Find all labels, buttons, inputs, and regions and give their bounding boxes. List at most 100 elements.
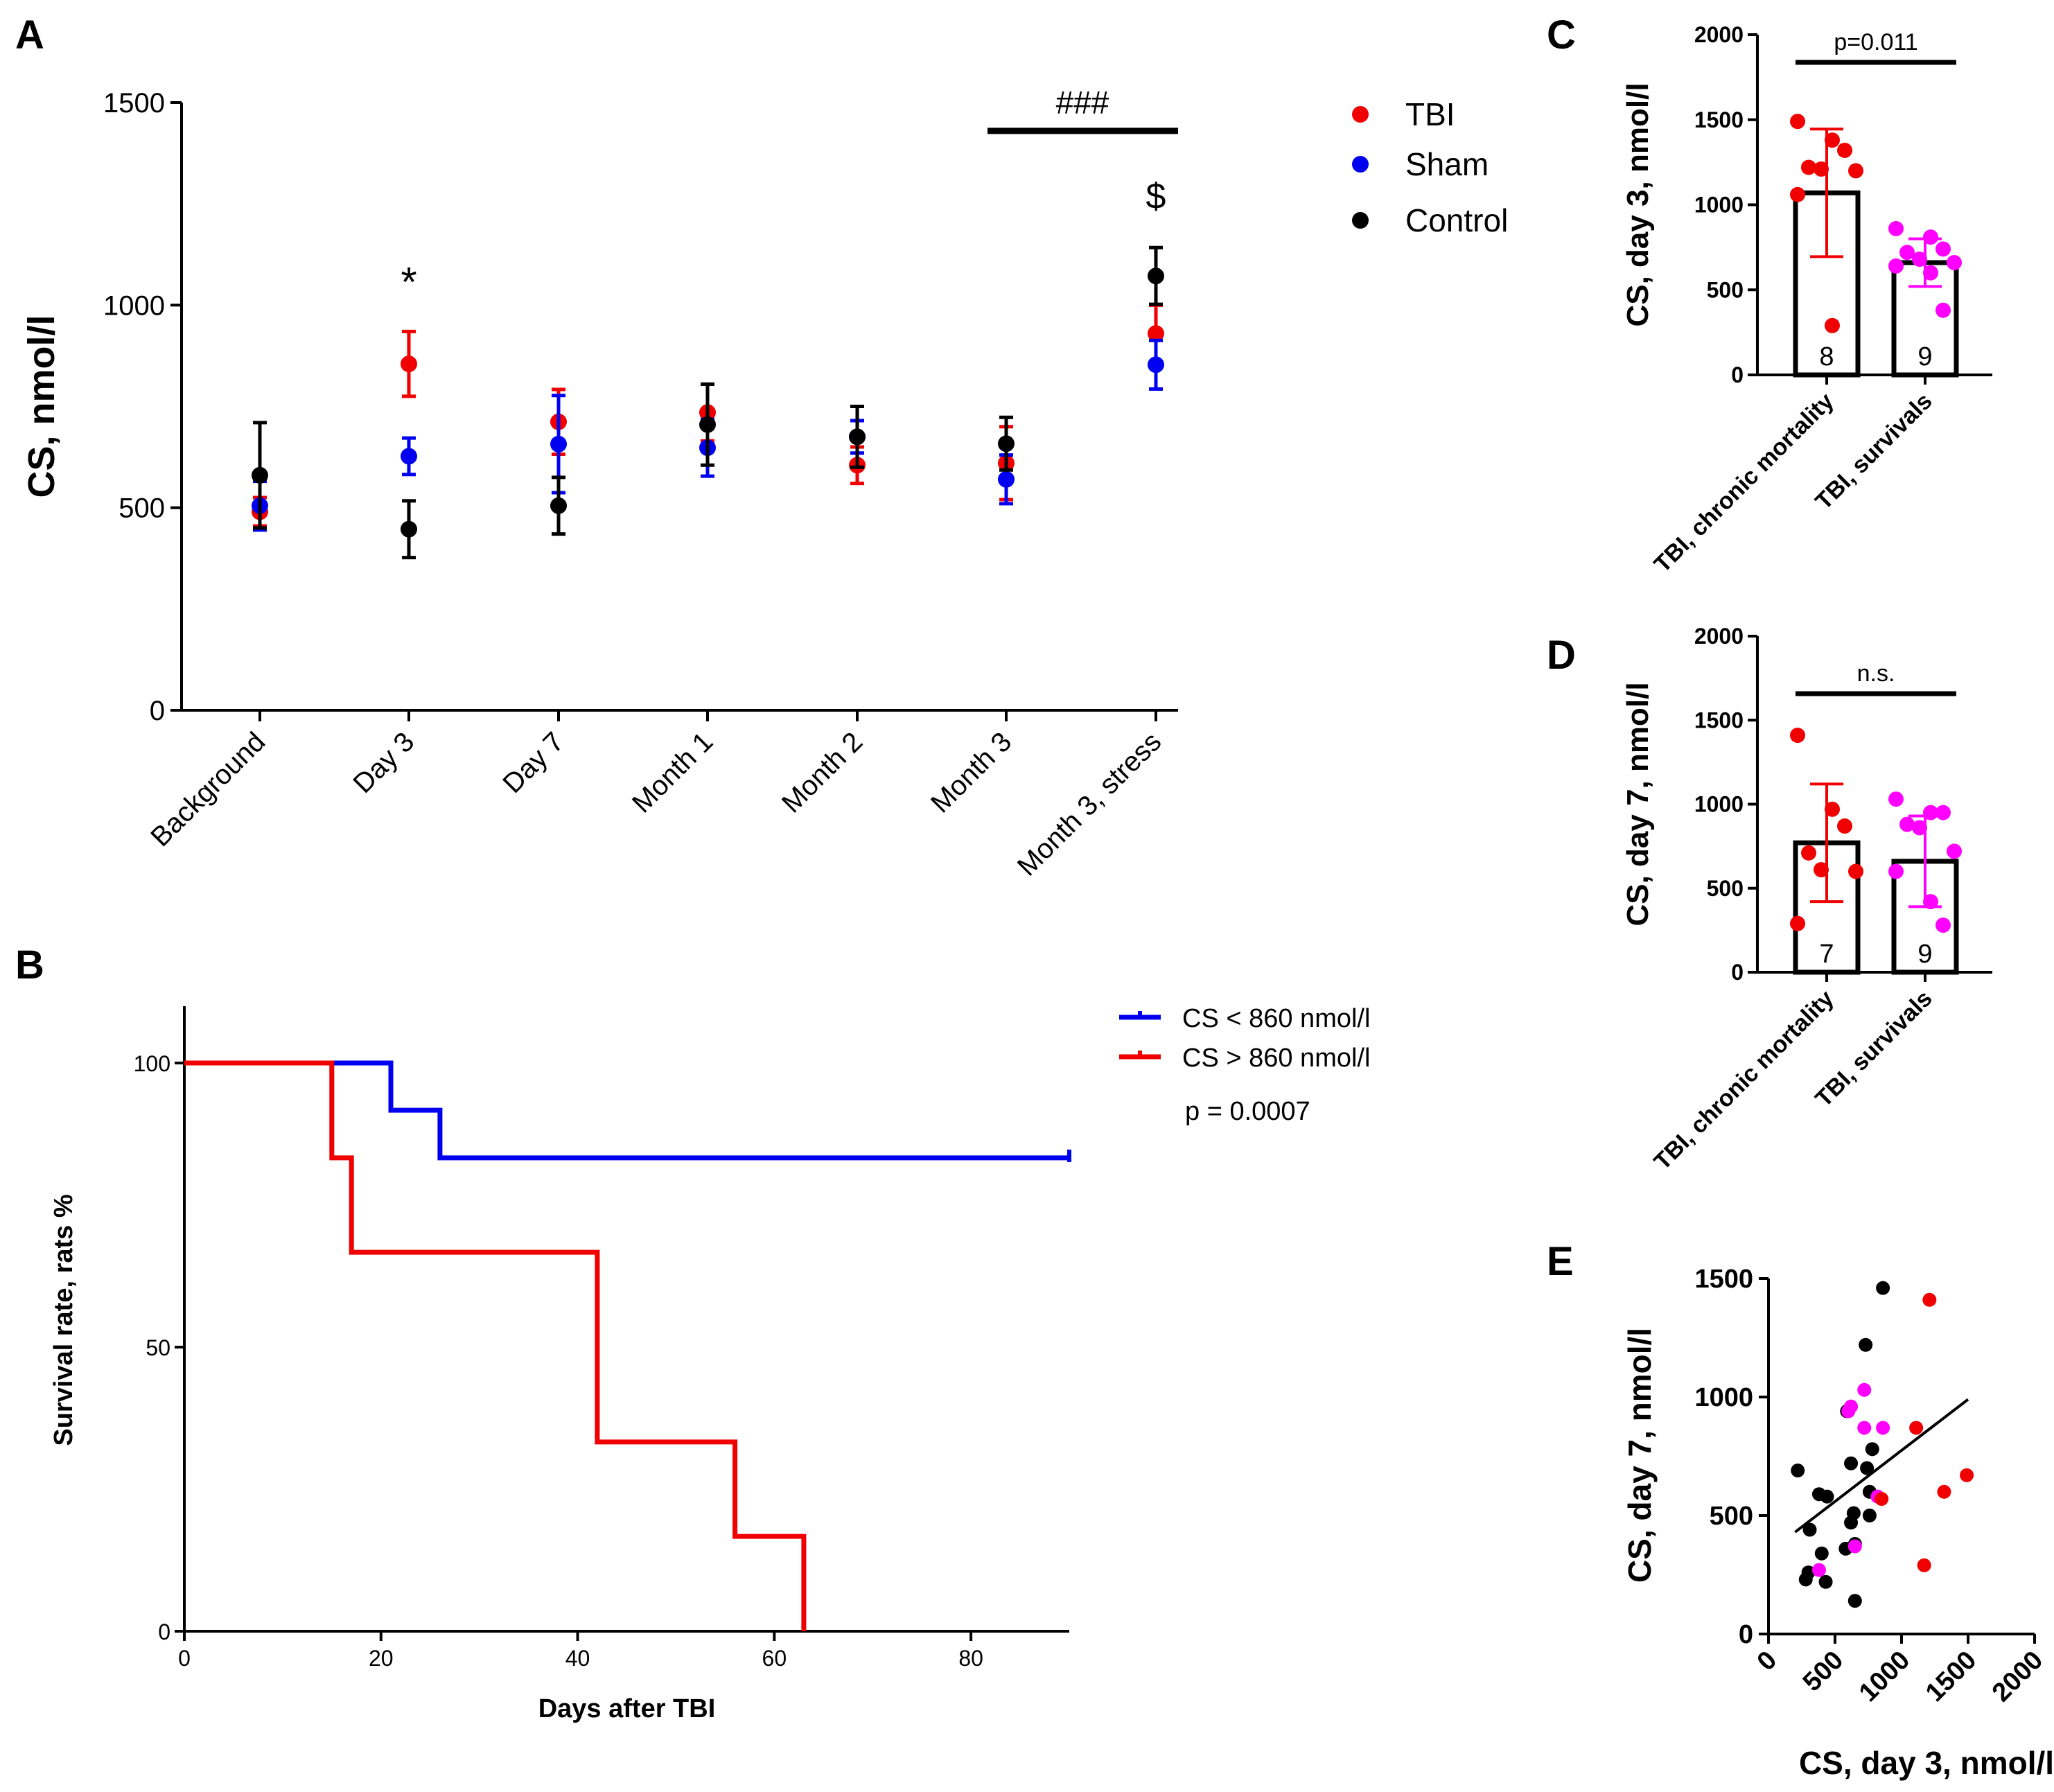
panel-a-chart: 0 500 1000 1500 Background Day 3 Day 7 Month 1 M…	[21, 85, 1508, 882]
x-tick-label-e: 2000	[1987, 1646, 2048, 1707]
y-tick-label-c: 1500	[1694, 107, 1744, 132]
y-tick-label-c: 500	[1707, 277, 1744, 302]
x-tick-label-b: 80	[958, 1646, 983, 1671]
y-tick-label-d: 1000	[1694, 792, 1744, 817]
x-tick-label-e: 500	[1798, 1646, 1850, 1698]
legend-label-b: CS > 860 nmol/l	[1182, 1044, 1370, 1073]
x-tick-label-c: TBI, chronic mortality	[1649, 388, 1839, 578]
legend-marker-control	[1352, 212, 1369, 229]
data-point-e	[1844, 1456, 1859, 1470]
data-point-e	[1857, 1382, 1872, 1397]
data-point-e	[1922, 1292, 1937, 1307]
x-tick-label-a: Background	[145, 726, 271, 852]
y-axis-label-c: CS, day 3, nmol/l	[1621, 82, 1655, 326]
panel-d-chart: 0 500 1000 1500 2000 CS, day 7, nmol/l 7 TBI, c…	[1621, 624, 1992, 1175]
x-tick-label-a: Day 7	[497, 726, 570, 799]
data-point-d	[1790, 915, 1805, 931]
y-tick-label-e: 0	[1739, 1620, 1753, 1649]
x-tick-label-a: Month 1	[626, 726, 719, 818]
data-point-e	[1875, 1492, 1889, 1506]
data-point-c	[1801, 159, 1816, 175]
data-point-c	[1923, 265, 1938, 281]
panel-b-chart: 0 20 40 60 80 0 50 100 Days after TBI Survival ra…	[49, 1004, 1370, 1723]
significance-dollar: $	[1146, 176, 1166, 216]
bar-count-c: 8	[1819, 342, 1834, 371]
data-point-tbi	[401, 355, 417, 373]
x-tick-label-b: 20	[369, 1646, 394, 1671]
y-tick-label-d: 500	[1707, 876, 1744, 901]
data-point-c	[1848, 163, 1863, 179]
data-point-e	[1841, 1404, 1856, 1418]
y-tick-label-b: 100	[134, 1051, 170, 1076]
legend-label-b: CS < 860 nmol/l	[1182, 1004, 1370, 1033]
data-point-e	[1876, 1281, 1890, 1295]
data-point-control	[1148, 267, 1164, 285]
x-tick-label-e: 1500	[1920, 1646, 1982, 1707]
data-point-e	[1847, 1539, 1862, 1554]
data-point-c	[1936, 302, 1951, 318]
data-point-c	[1837, 142, 1852, 158]
data-point-d	[1888, 791, 1904, 807]
data-point-e	[1818, 1574, 1833, 1589]
legend-label-sham: Sham	[1405, 146, 1489, 182]
data-point-sham	[1148, 356, 1164, 374]
data-point-control	[849, 428, 866, 446]
significance-hash: ###	[1056, 85, 1109, 121]
data-point-e	[1811, 1563, 1826, 1577]
data-point-e	[1798, 1572, 1813, 1587]
x-tick-label-b: 60	[762, 1646, 787, 1671]
data-point-e	[1960, 1468, 1974, 1482]
data-point-e	[1862, 1509, 1877, 1522]
data-point-e	[1909, 1421, 1924, 1435]
data-point-c	[1936, 241, 1951, 257]
data-point-d	[1888, 863, 1904, 879]
x-tick-label-e: 1000	[1854, 1646, 1915, 1707]
legend-label-control: Control	[1405, 202, 1508, 238]
data-point-e	[1860, 1461, 1875, 1475]
data-point-c	[1923, 229, 1938, 245]
y-tick-label-c: 0	[1731, 362, 1744, 387]
x-tick-label-a: Month 3, stress	[1012, 726, 1167, 881]
y-tick-label-c: 2000	[1694, 22, 1744, 47]
data-point-c	[1790, 186, 1805, 202]
data-point-sham	[550, 435, 567, 453]
data-point-c	[1825, 132, 1840, 148]
data-point-d	[1790, 728, 1805, 744]
panel-c-chart: 0 500 1000 1500 2000 CS, day 3, nmol/l 8 TBI, c…	[1621, 22, 1992, 578]
data-point-c	[1888, 220, 1904, 236]
data-point-e	[1865, 1442, 1879, 1457]
legend-label-tbi: TBI	[1405, 96, 1455, 132]
x-tick-label-a: Month 2	[776, 726, 868, 818]
panel-label-e: E	[1547, 1239, 1574, 1284]
data-point-sham	[998, 471, 1015, 488]
data-point-d	[1814, 862, 1829, 878]
panel-label-a: A	[15, 12, 44, 58]
x-tick-label-e: 0	[1752, 1646, 1783, 1677]
data-point-e	[1814, 1546, 1829, 1561]
legend-marker-sham	[1352, 156, 1369, 173]
data-point-c	[1899, 245, 1915, 261]
data-point-c	[1825, 317, 1840, 333]
y-axis-label-b: Survival rate, rats %	[49, 1194, 78, 1446]
data-point-c	[1814, 161, 1829, 177]
panel-label-c: C	[1547, 12, 1576, 58]
bar-count-c: 9	[1917, 342, 1932, 371]
bar-count-d: 7	[1819, 940, 1834, 969]
y-tick-label-e: 500	[1710, 1502, 1753, 1531]
y-tick-label-b: 50	[146, 1335, 170, 1360]
data-point-e	[1937, 1484, 1951, 1499]
x-axis-label-e: CS, day 3, nmol/l	[1799, 1745, 2054, 1781]
x-tick-label-b: 0	[178, 1646, 191, 1671]
data-point-e	[1847, 1594, 1862, 1608]
significance-label-c: p=0.011	[1834, 29, 1917, 55]
y-tick-label-d: 1500	[1694, 708, 1744, 732]
data-point-d	[1801, 845, 1816, 861]
bar-count-d: 9	[1917, 940, 1932, 969]
data-point-e	[1820, 1489, 1834, 1504]
y-axis-label-a: CS, nmol/l	[21, 315, 62, 498]
data-point-c	[1888, 258, 1904, 274]
y-tick-label-d: 2000	[1694, 624, 1744, 649]
data-point-e	[1917, 1558, 1931, 1572]
data-point-e	[1857, 1421, 1872, 1435]
